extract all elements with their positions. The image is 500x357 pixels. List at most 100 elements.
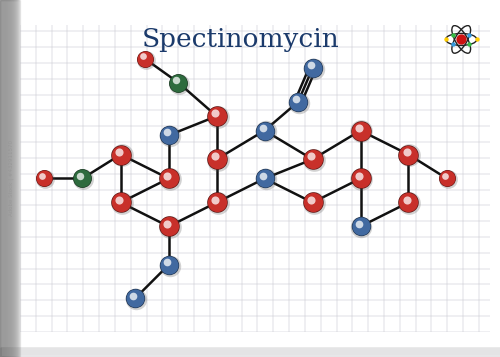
Bar xyxy=(0,0,14,357)
Bar xyxy=(0,349,500,353)
Point xyxy=(38,173,46,178)
Point xyxy=(356,128,364,134)
Point xyxy=(308,156,316,162)
Point xyxy=(164,262,172,268)
Bar xyxy=(0,0,15,357)
Bar xyxy=(0,349,500,354)
Bar xyxy=(0,348,500,353)
Point xyxy=(212,156,220,162)
Point xyxy=(444,177,452,182)
Point xyxy=(404,152,412,157)
Point xyxy=(163,130,171,135)
Point xyxy=(118,201,126,206)
Point xyxy=(118,153,126,159)
Bar xyxy=(0,352,500,356)
Bar xyxy=(0,0,1,357)
Bar xyxy=(0,0,16,357)
Point xyxy=(262,177,270,182)
Point xyxy=(163,173,171,178)
Point xyxy=(116,152,124,157)
Point xyxy=(163,259,171,265)
Bar xyxy=(0,351,500,355)
Point xyxy=(310,201,318,206)
Point xyxy=(212,156,220,162)
Point xyxy=(308,200,316,205)
Bar xyxy=(0,348,500,353)
Bar xyxy=(0,0,6,357)
Point xyxy=(306,154,314,159)
Bar xyxy=(0,352,500,357)
Point xyxy=(404,200,412,205)
Point xyxy=(174,80,182,85)
Bar xyxy=(0,0,2,357)
Bar xyxy=(0,350,500,354)
Bar xyxy=(0,349,500,353)
Point xyxy=(310,66,318,72)
Point xyxy=(310,157,318,163)
Bar xyxy=(0,350,500,355)
Point xyxy=(164,176,172,181)
Bar xyxy=(0,350,500,354)
Point xyxy=(210,154,218,159)
Bar xyxy=(0,351,500,355)
Bar xyxy=(0,350,500,354)
Point xyxy=(356,223,364,229)
Point xyxy=(306,62,314,68)
Bar xyxy=(0,348,500,353)
Point xyxy=(473,36,481,42)
Point xyxy=(80,177,88,182)
Bar xyxy=(0,0,9,357)
Point xyxy=(260,128,268,134)
Point xyxy=(140,56,148,61)
Point xyxy=(358,225,366,230)
Point xyxy=(139,53,147,59)
Bar xyxy=(0,352,500,356)
Bar xyxy=(0,349,500,354)
Bar xyxy=(0,352,500,356)
Bar xyxy=(0,350,500,355)
Bar xyxy=(0,351,500,356)
Point xyxy=(260,176,268,181)
Point xyxy=(174,80,182,85)
Bar xyxy=(0,350,500,354)
Point xyxy=(76,173,84,178)
Point xyxy=(212,200,220,205)
Bar xyxy=(0,349,500,353)
Point xyxy=(260,176,268,181)
Bar xyxy=(0,0,3,357)
Point xyxy=(294,99,302,105)
Point xyxy=(40,176,48,181)
Point xyxy=(308,156,316,162)
Bar xyxy=(0,351,500,355)
Text: Spectinomycin: Spectinomycin xyxy=(142,27,340,52)
Point xyxy=(258,125,266,131)
Bar xyxy=(0,351,500,356)
Bar xyxy=(0,351,500,355)
Point xyxy=(131,296,139,301)
Bar xyxy=(0,352,500,357)
Point xyxy=(402,149,410,155)
Point xyxy=(166,225,173,230)
Bar xyxy=(0,352,500,356)
Point xyxy=(356,176,364,181)
Bar xyxy=(0,0,4,357)
Point xyxy=(116,200,124,205)
Point xyxy=(140,56,148,61)
Bar xyxy=(0,352,500,356)
Point xyxy=(131,296,139,301)
Point xyxy=(443,176,451,181)
Bar xyxy=(0,349,500,353)
Bar xyxy=(0,351,500,356)
Point xyxy=(292,96,300,102)
Bar xyxy=(0,351,500,355)
Point xyxy=(308,65,316,71)
Point xyxy=(116,200,124,205)
Point xyxy=(450,41,458,47)
Bar xyxy=(0,351,500,355)
Bar xyxy=(0,0,19,357)
Bar xyxy=(0,348,500,353)
Bar xyxy=(0,0,7,357)
Bar xyxy=(0,348,500,353)
Bar xyxy=(0,0,17,357)
Bar xyxy=(0,352,500,357)
